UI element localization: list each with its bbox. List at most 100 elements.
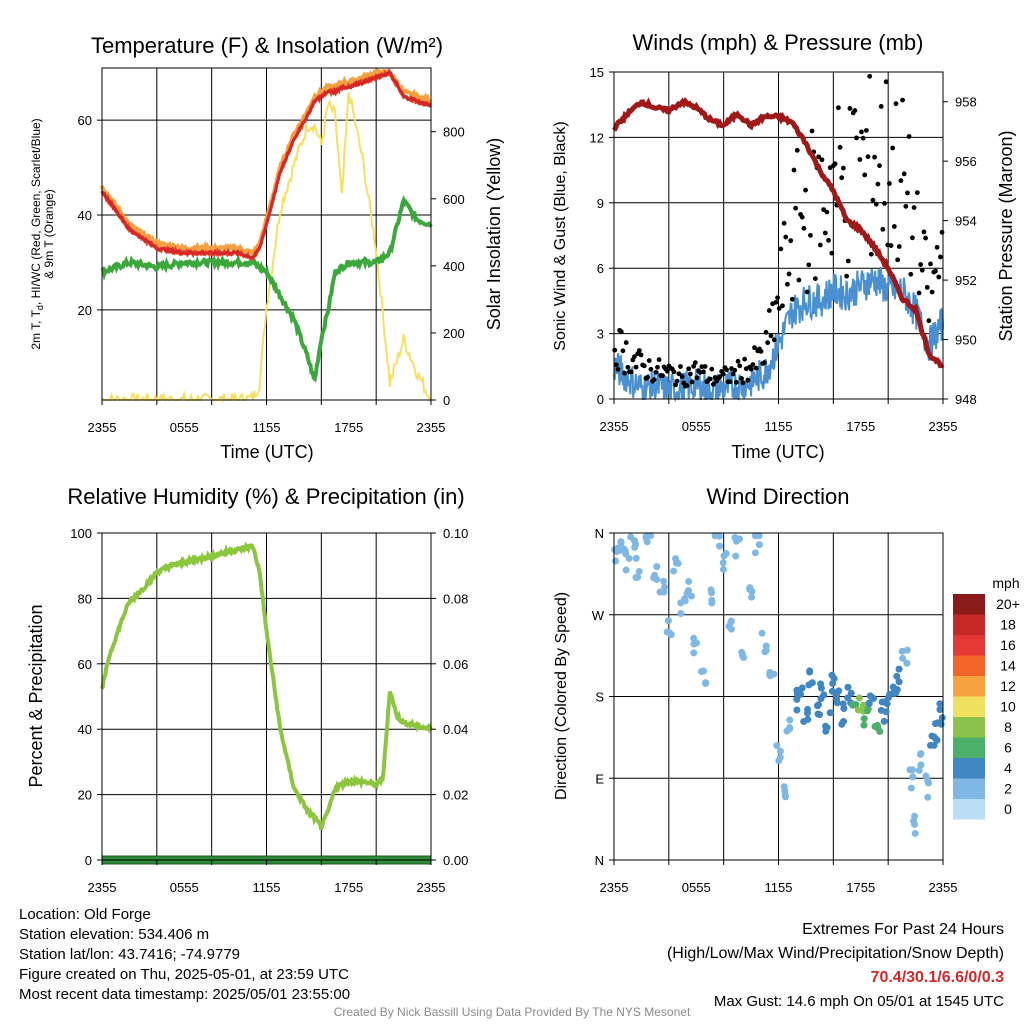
gust-point	[620, 348, 626, 354]
direction-point	[860, 715, 868, 723]
direction-point	[627, 533, 635, 541]
direction-point	[863, 707, 871, 715]
gust-point	[906, 134, 912, 139]
x-tick-label: 1755	[334, 880, 363, 895]
direction-point	[731, 534, 739, 542]
legend-label: 0	[1004, 801, 1012, 817]
temp-grid	[102, 68, 431, 400]
direction-point	[895, 678, 903, 686]
direction-point	[915, 766, 923, 774]
gust-point	[659, 373, 665, 379]
y-tick-label: S	[595, 690, 604, 705]
gust-point	[664, 368, 670, 374]
gust-point	[806, 262, 812, 268]
gust-point	[891, 224, 897, 229]
direction-point	[685, 578, 693, 586]
gust-point	[863, 128, 869, 133]
gust-point	[768, 333, 774, 339]
gust-point	[812, 276, 818, 281]
gust-point	[766, 308, 772, 313]
x-tick-label: 2355	[417, 420, 446, 435]
legend-label: 8	[1004, 719, 1012, 735]
gust-point	[878, 104, 884, 109]
gust-point	[821, 207, 827, 213]
y-tick-label: N	[595, 853, 604, 868]
gust-point	[937, 254, 943, 260]
gust-point	[794, 147, 800, 153]
direction-point	[829, 679, 837, 687]
gust-point	[883, 79, 889, 85]
gust-point	[727, 379, 733, 385]
direction-point	[740, 653, 748, 661]
x-tick-label: 2355	[88, 880, 117, 895]
direction-point	[820, 691, 828, 699]
direction-point	[670, 567, 678, 575]
panel-temperature: Temperature (F) & Insolation (W/m²) 2355…	[29, 33, 504, 462]
wind-line	[613, 267, 944, 403]
direction-point	[612, 557, 620, 565]
direction-point	[751, 549, 759, 557]
gust-point	[786, 271, 792, 277]
x-tick-label: 0555	[170, 420, 199, 435]
y2-tick-label: 954	[955, 214, 977, 229]
gust-point	[918, 262, 924, 267]
direction-point	[719, 559, 727, 567]
direction-point	[816, 711, 824, 719]
temp-ylabel-right: Solar Insolation (Yellow)	[484, 138, 504, 330]
gust-point	[646, 358, 652, 363]
gust-point	[819, 157, 825, 163]
direction-point	[817, 680, 825, 688]
legend-swatch	[953, 655, 985, 676]
info-created: Figure created on Thu, 2025-05-01, at 23…	[19, 966, 349, 983]
direction-point	[844, 694, 852, 702]
direction-point	[938, 714, 946, 722]
gust-point	[651, 377, 657, 383]
gust-point	[829, 250, 835, 256]
direction-point	[781, 793, 789, 801]
gust-point	[804, 289, 810, 295]
gust-point	[761, 360, 767, 365]
direction-point	[687, 592, 695, 600]
legend-label: 6	[1004, 740, 1012, 756]
info-latlon: Station lat/lon: 43.7416; -74.9779	[19, 946, 241, 963]
gust-point	[837, 144, 843, 150]
winds-series	[612, 73, 945, 403]
y2-tick-label: 400	[443, 259, 465, 274]
legend-label: 10	[1000, 699, 1016, 715]
y-tick-label: 9	[597, 196, 604, 211]
y-tick-label: 6	[597, 261, 604, 276]
y2-tick-label: 952	[955, 273, 977, 288]
gust-point	[799, 214, 805, 220]
gust-point	[875, 181, 881, 187]
y2-tick-label: 0.02	[443, 788, 468, 803]
direction-point	[828, 671, 836, 679]
direction-point	[762, 642, 770, 650]
direction-point	[826, 709, 834, 717]
direction-point	[642, 532, 650, 540]
direction-point	[924, 793, 932, 801]
gust-point	[896, 244, 902, 249]
winds-ticks: 2355 0555 1155 1755 2355 0 3 6 9 12 15 948 950 952 954…	[590, 65, 977, 434]
gust-point	[781, 220, 787, 226]
gust-point	[862, 172, 868, 178]
gust-point	[678, 364, 683, 369]
y-tick-label: 60	[78, 113, 92, 128]
direction-point	[776, 747, 784, 755]
gust-point	[648, 366, 654, 372]
x-tick-label: 2355	[417, 880, 446, 895]
gust-point	[702, 364, 708, 369]
gust-point	[694, 375, 700, 381]
direction-point	[803, 709, 811, 717]
info-recent: Most recent data timestamp: 2025/05/01 2…	[19, 986, 351, 1003]
x-tick-label: 1155	[765, 880, 793, 895]
gust-point	[908, 271, 914, 277]
direction-point	[755, 541, 763, 549]
extremes-gust: Max Gust: 14.6 mph On 05/01 at 1545 UTC	[713, 993, 1004, 1010]
winds-ylabel-left: Sonic Wind & Gust (Blue, Black)	[552, 121, 569, 350]
legend-label: 20+	[996, 596, 1020, 612]
gust-point	[691, 363, 697, 369]
gust-point	[674, 378, 680, 384]
gust-point	[632, 354, 637, 360]
direction-point	[781, 787, 789, 795]
gust-point	[656, 357, 662, 362]
